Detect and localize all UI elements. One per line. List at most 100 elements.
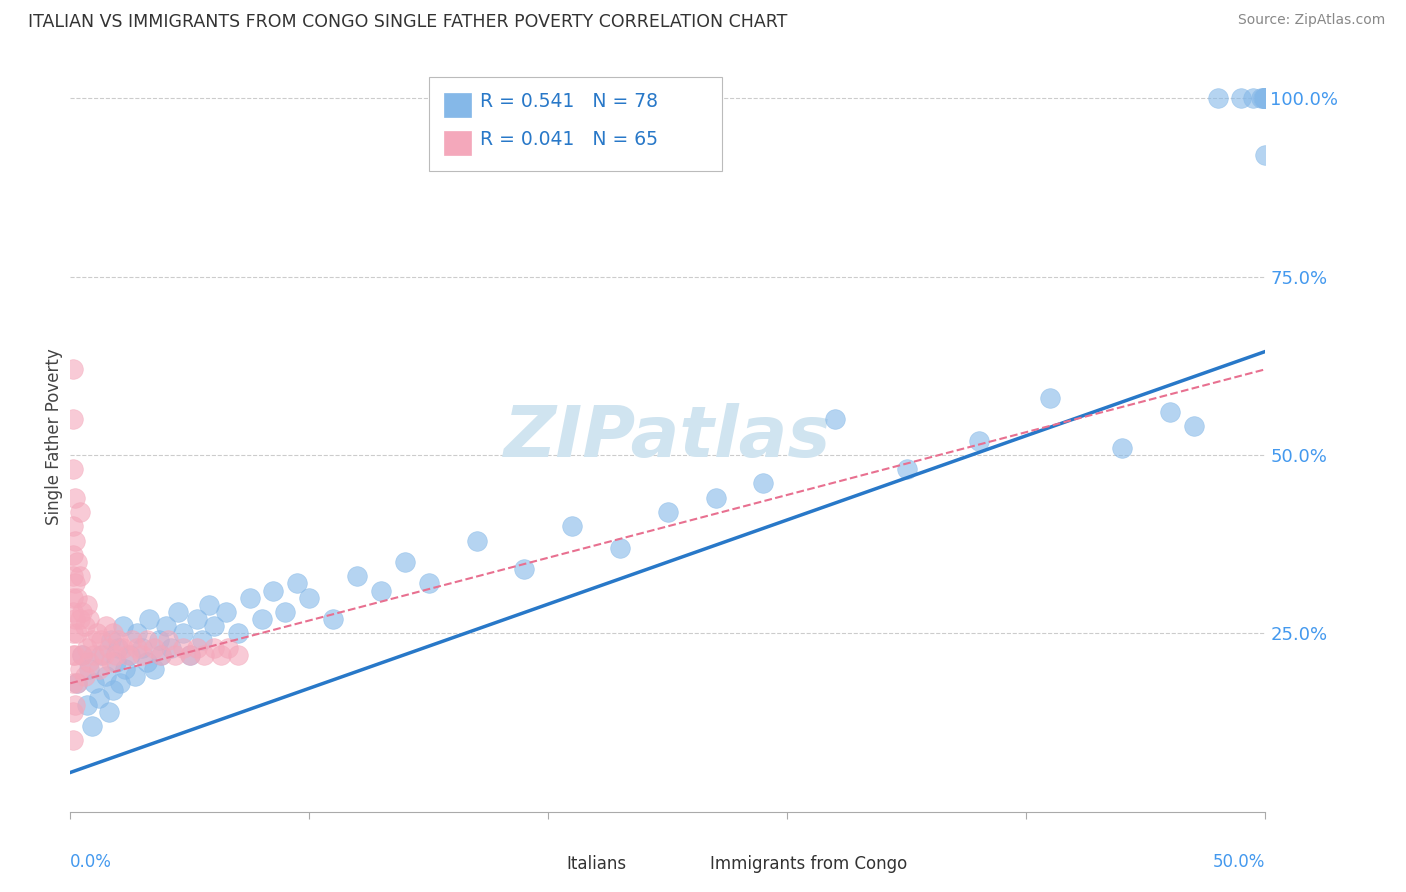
Point	[63, 491, 86, 505]
Text: R = 0.041   N = 65: R = 0.041 N = 65	[481, 130, 658, 149]
Point	[66, 555, 89, 569]
Text: Immigrants from Congo: Immigrants from Congo	[710, 855, 907, 873]
Point	[191, 633, 214, 648]
Point	[1254, 91, 1277, 105]
Point	[298, 591, 321, 605]
Point	[226, 648, 249, 662]
Point	[79, 662, 101, 676]
Point	[79, 612, 101, 626]
Point	[62, 705, 84, 719]
Point	[70, 648, 93, 662]
Point	[967, 434, 990, 448]
Point	[97, 705, 120, 719]
Point	[80, 719, 103, 733]
Point	[394, 555, 416, 569]
Point	[1039, 391, 1062, 405]
Point	[73, 669, 96, 683]
Point	[172, 640, 194, 655]
Point	[66, 676, 89, 690]
Point	[121, 633, 143, 648]
Point	[70, 605, 93, 619]
Point	[127, 626, 149, 640]
Point	[66, 626, 89, 640]
Y-axis label: Single Father Poverty: Single Father Poverty	[45, 349, 63, 525]
Point	[87, 690, 110, 705]
Point	[103, 683, 125, 698]
Point	[198, 598, 221, 612]
Point	[62, 626, 84, 640]
Point	[143, 662, 166, 676]
Point	[117, 648, 139, 662]
Point	[66, 676, 89, 690]
Point	[465, 533, 488, 548]
Point	[66, 591, 89, 605]
Point	[1254, 148, 1277, 162]
Point	[263, 583, 285, 598]
Point	[250, 612, 273, 626]
Point	[69, 612, 91, 626]
Point	[69, 662, 91, 676]
Point	[70, 648, 93, 662]
Point	[752, 476, 775, 491]
Point	[107, 640, 129, 655]
Point	[76, 640, 98, 655]
Point	[131, 648, 153, 662]
Text: 0.0%: 0.0%	[70, 853, 112, 871]
Point	[63, 533, 86, 548]
Text: 50.0%: 50.0%	[1213, 853, 1265, 871]
Point	[63, 698, 86, 712]
Point	[418, 576, 440, 591]
Point	[159, 640, 181, 655]
Point	[1254, 91, 1277, 105]
Point	[120, 648, 141, 662]
Point	[322, 612, 344, 626]
Point	[186, 612, 208, 626]
Point	[1243, 91, 1265, 105]
Point	[274, 605, 297, 619]
Point	[104, 655, 127, 669]
Point	[83, 676, 105, 690]
Point	[157, 633, 180, 648]
Point	[1254, 91, 1277, 105]
Point	[103, 626, 125, 640]
Point	[209, 648, 232, 662]
Point	[561, 519, 583, 533]
Point	[1254, 91, 1277, 105]
Point	[214, 605, 236, 619]
Point	[79, 655, 101, 669]
Point	[1251, 91, 1274, 105]
Point	[179, 648, 201, 662]
Point	[114, 662, 136, 676]
Point	[824, 412, 846, 426]
Point	[62, 569, 84, 583]
Text: ITALIAN VS IMMIGRANTS FROM CONGO SINGLE FATHER POVERTY CORRELATION CHART: ITALIAN VS IMMIGRANTS FROM CONGO SINGLE …	[28, 13, 787, 31]
Point	[63, 648, 86, 662]
Text: R = 0.541   N = 78: R = 0.541 N = 78	[481, 93, 658, 112]
Point	[87, 662, 110, 676]
Point	[62, 676, 84, 690]
Point	[104, 648, 127, 662]
Point	[239, 591, 262, 605]
Point	[62, 362, 84, 376]
Point	[1254, 91, 1277, 105]
Point	[135, 633, 157, 648]
Point	[896, 462, 918, 476]
Point	[69, 569, 91, 583]
Point	[155, 619, 177, 633]
Point	[346, 569, 368, 583]
FancyBboxPatch shape	[537, 847, 558, 868]
Point	[193, 648, 215, 662]
Point	[83, 648, 105, 662]
Point	[172, 626, 194, 640]
Point	[179, 648, 201, 662]
Point	[1254, 91, 1277, 105]
Point	[657, 505, 679, 519]
Point	[143, 640, 166, 655]
Point	[62, 733, 84, 747]
Point	[609, 541, 631, 555]
Point	[135, 655, 157, 669]
Point	[63, 576, 86, 591]
Point	[370, 583, 392, 598]
Point	[62, 648, 84, 662]
Point	[1206, 91, 1229, 105]
